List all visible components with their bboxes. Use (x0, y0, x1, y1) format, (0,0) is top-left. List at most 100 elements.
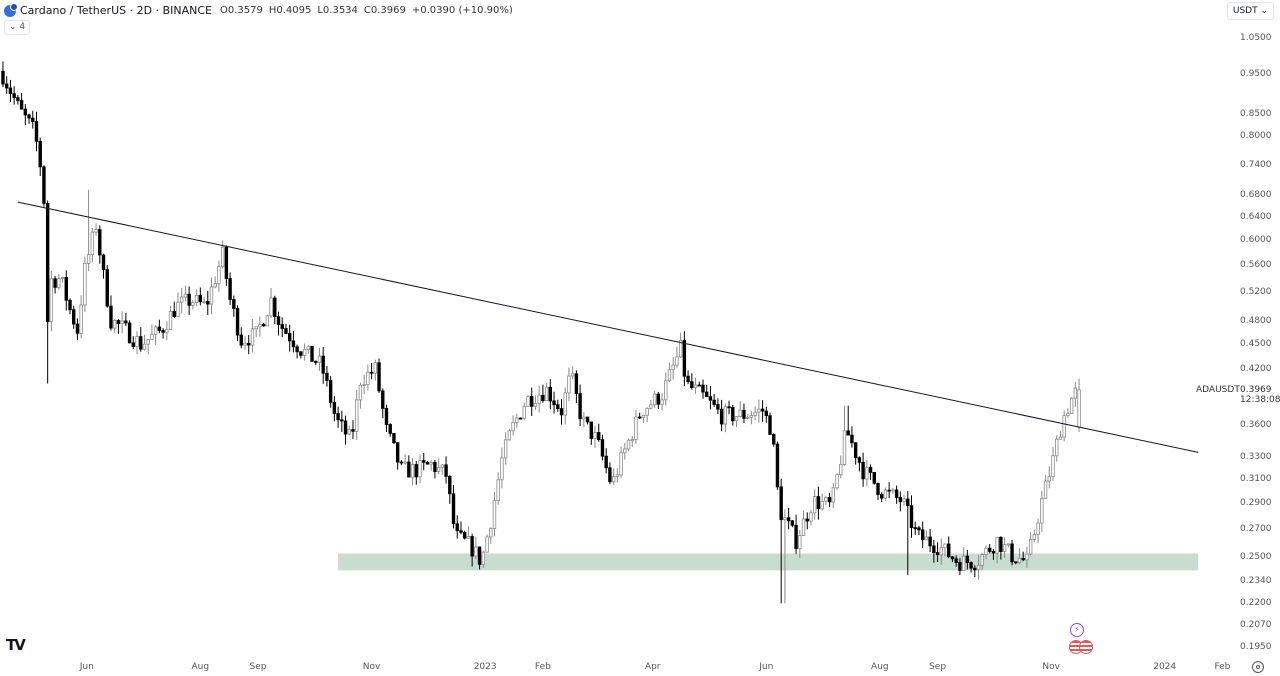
settings-gear-icon[interactable] (1252, 661, 1264, 673)
candle-down (920, 529, 925, 541)
candle-down (247, 342, 251, 346)
candle-up (745, 416, 750, 419)
candle-down (414, 464, 418, 478)
candle-down (310, 345, 314, 362)
candle-down (608, 467, 612, 483)
candle-up (570, 373, 575, 377)
candle-up (693, 384, 698, 388)
candle-down (235, 308, 240, 336)
candle-down (686, 375, 690, 383)
candle-down (291, 340, 296, 348)
candle-up (995, 536, 999, 554)
candle-down (448, 475, 452, 495)
candle-down (816, 496, 821, 510)
candle-down (541, 394, 545, 402)
price-tick-label: 0.4500 (1240, 339, 1272, 350)
symbol-title[interactable]: Cardano / TetherUS · 2D · BINANCE (20, 4, 212, 17)
candle-up (883, 489, 888, 499)
candle-up (220, 246, 225, 267)
candle-up (1051, 455, 1055, 477)
price-tick-label: 0.3100 (1240, 474, 1272, 485)
candle-down (232, 299, 236, 309)
price-tick-label: 0.9500 (1240, 69, 1272, 80)
last-price-value: 0.3969 (1240, 385, 1272, 395)
candle-down (708, 396, 713, 401)
candle-up (939, 547, 943, 556)
candle-up (418, 460, 422, 478)
indicators-collapse-button[interactable]: ⌄ 4 (4, 20, 31, 35)
candle-up (180, 296, 184, 303)
price-tick-label: 0.5600 (1240, 260, 1272, 271)
candle-down (157, 326, 162, 331)
candle-up (191, 302, 195, 306)
candle-up (373, 362, 378, 374)
candle-down (455, 523, 459, 532)
candle-up (366, 371, 370, 385)
candle-down (556, 404, 560, 409)
cardano-logo-icon (4, 2, 18, 17)
candle-down (381, 390, 385, 409)
candle-up (403, 461, 407, 464)
candle-up (1062, 415, 1066, 438)
lightning-event-icon[interactable]: ⚡ (1070, 623, 1084, 637)
candle-down (712, 399, 716, 405)
tradingview-logo-icon[interactable]: TV (6, 636, 26, 654)
candle-down (328, 379, 333, 403)
candle-down (530, 396, 534, 407)
candle-up (567, 375, 571, 394)
candle-up (842, 430, 847, 465)
time-tick-label: Sep (249, 662, 267, 672)
candle-up (135, 336, 139, 347)
candle-down (8, 87, 13, 95)
candle-up (626, 439, 631, 450)
candle-down (794, 524, 798, 550)
candle-down (987, 547, 992, 552)
candle-down (287, 333, 292, 342)
time-tick-label: Apr (644, 662, 661, 672)
candle-down (585, 416, 590, 423)
candle-down (451, 493, 456, 525)
candle-down (727, 406, 731, 409)
price-tick-label: 1.0500 (1240, 32, 1272, 43)
candle-down (340, 419, 344, 422)
candle-down (336, 413, 340, 421)
candle-down (887, 489, 891, 492)
candle-down (731, 407, 735, 422)
candle-down (42, 166, 46, 204)
candle-up (485, 536, 489, 553)
candle-up (839, 463, 843, 476)
ohlc-change: +0.0390 (+10.90%) (411, 5, 513, 16)
candle-up (723, 406, 728, 425)
candle-up (60, 277, 65, 280)
candle-up (734, 416, 739, 422)
candle-up (593, 432, 597, 439)
candle-up (1043, 480, 1048, 499)
candlestick-chart[interactable] (0, 0, 1228, 657)
candle-down (872, 472, 876, 484)
candle-up (671, 364, 675, 371)
candle-down (392, 433, 396, 444)
candle-up (835, 474, 839, 489)
candle-down (131, 342, 136, 347)
currency-selector[interactable]: USDT ⌄ (1226, 2, 1274, 20)
candle-up (362, 384, 366, 386)
candle-up (194, 294, 199, 303)
candle-up (738, 409, 742, 417)
candle-down (906, 498, 910, 507)
candle-up (664, 380, 668, 401)
candle-down (917, 527, 921, 531)
candle-up (347, 429, 351, 435)
price-tick-label: 0.3300 (1240, 451, 1272, 462)
candle-down (206, 301, 210, 305)
us-economic-events-icon[interactable] (1069, 640, 1095, 654)
candle-up (1025, 553, 1029, 561)
price-tick-label: 0.6800 (1240, 190, 1272, 201)
candle-up (142, 343, 147, 350)
candle-up (980, 554, 984, 566)
candle-down (559, 408, 564, 416)
candle-down (853, 442, 858, 459)
candle-up (630, 439, 634, 441)
price-tick-label: 0.2700 (1240, 524, 1272, 535)
candle-down (742, 409, 746, 419)
candle-down (969, 562, 973, 569)
